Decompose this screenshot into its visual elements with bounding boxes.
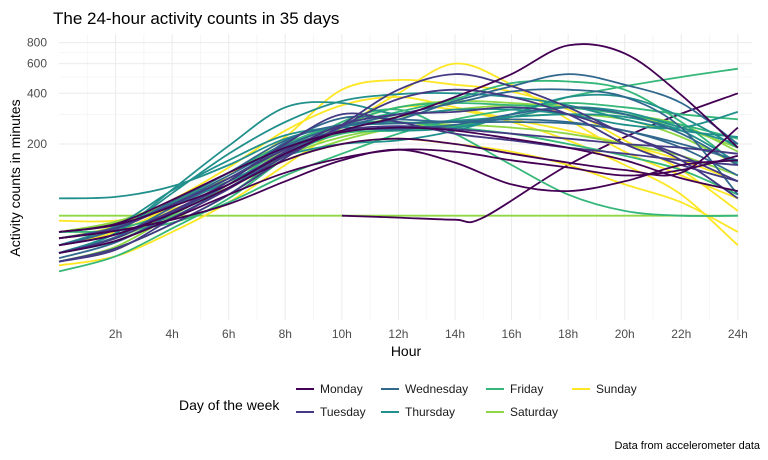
series-line-monday (58, 126, 739, 233)
y-tick-label: 600 (27, 57, 47, 71)
x-tick-label: 22h (671, 327, 691, 341)
y-tick-label: 200 (27, 137, 47, 151)
legend-label-tuesday: Tuesday (320, 405, 366, 419)
x-tick-label: 18h (558, 327, 578, 341)
chart-title: The 24-hour activity counts in 35 days (53, 9, 339, 28)
series-line-friday (58, 108, 738, 273)
series-line-tuesday (58, 112, 738, 247)
y-tick-label: 400 (27, 86, 47, 100)
y-axis-ticks: 200 400 600 800 (27, 36, 47, 151)
chart-caption: Data from accelerometer data (614, 440, 760, 452)
legend-label-saturday: Saturday (510, 405, 558, 419)
legend-title: Day of the week (179, 397, 280, 413)
series-line-monday (58, 126, 739, 247)
series-line-monday (58, 148, 739, 254)
series-line-tuesday (58, 73, 739, 263)
legend: Day of the week Monday Tuesday Wednesday Th… (179, 382, 637, 419)
y-tick-label: 800 (27, 36, 47, 50)
series-line-thursday (58, 92, 739, 254)
x-tick-label: 16h (502, 327, 522, 341)
legend-label-monday: Monday (320, 382, 363, 396)
legend-label-thursday: Thursday (405, 405, 455, 419)
x-tick-label: 14h (445, 327, 465, 341)
series-line-friday (58, 102, 738, 233)
y-axis-label: Activity counts in minutes (7, 99, 23, 256)
x-tick-label: 20h (615, 327, 635, 341)
series-line-wednesday (58, 118, 739, 247)
legend-label-wednesday: Wednesday (405, 382, 468, 396)
legend-label-friday: Friday (510, 382, 543, 396)
x-tick-label: 6h (222, 327, 235, 341)
x-tick-label: 10h (332, 327, 352, 341)
gridlines (59, 34, 752, 320)
x-tick-label: 8h (279, 327, 292, 341)
x-tick-label: 12h (388, 327, 408, 341)
x-axis-ticks: 2h 4h 6h 8h 10h 12h 14h 16h 18h 20h 22h 24h (109, 327, 748, 341)
series-lines (58, 43, 739, 273)
x-tick-label: 4h (165, 327, 178, 341)
series-line-thursday (58, 106, 739, 247)
x-tick-label: 24h (728, 327, 748, 341)
legend-label-sunday: Sunday (596, 382, 637, 396)
x-tick-label: 2h (109, 327, 122, 341)
series-line-monday (58, 43, 739, 233)
x-axis-label: Hour (391, 343, 422, 359)
